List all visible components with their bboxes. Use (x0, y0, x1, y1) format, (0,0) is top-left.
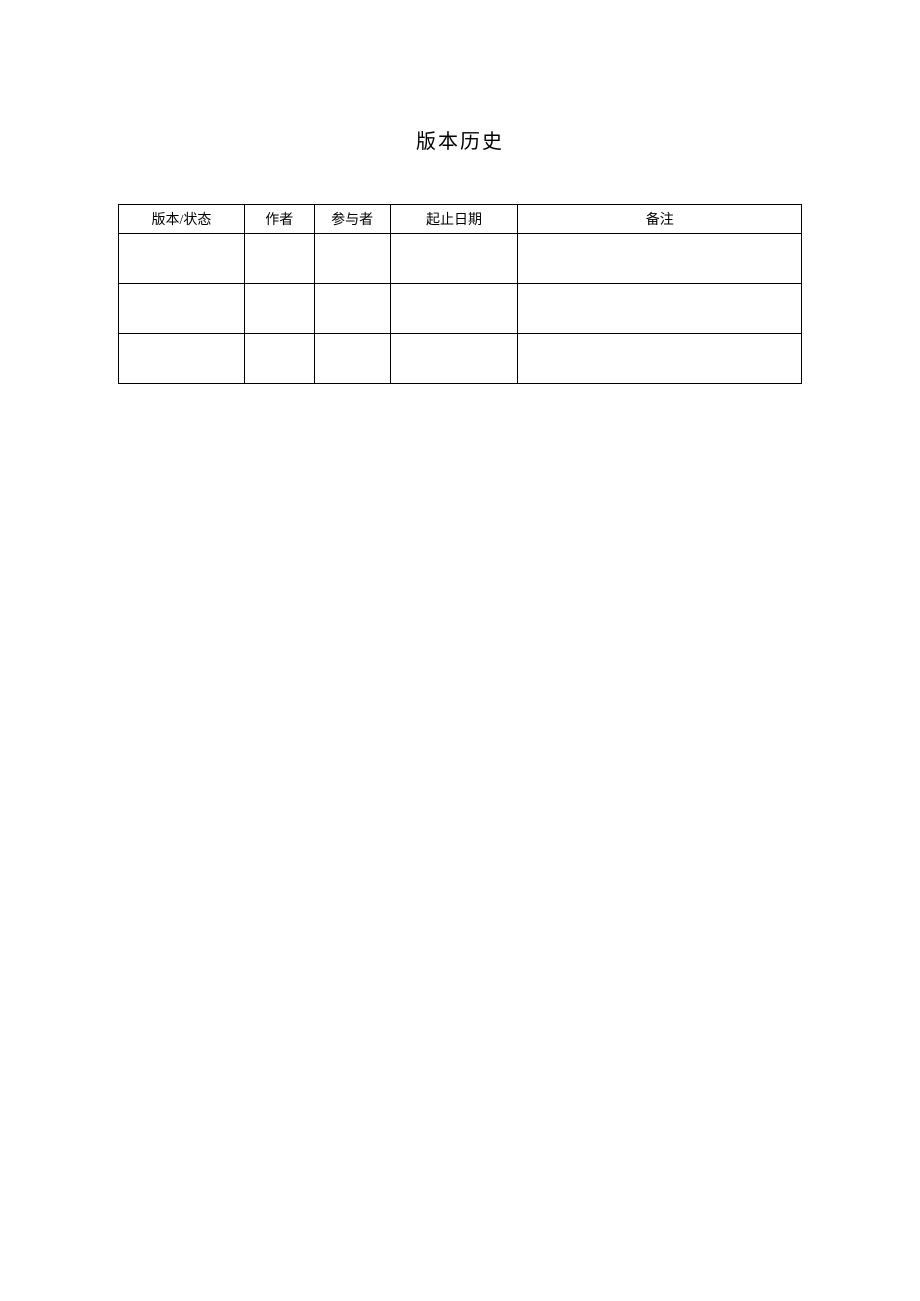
table-header-row: 版本/状态 作者 参与者 起止日期 备注 (119, 205, 802, 234)
cell-remark (518, 284, 802, 334)
cell-remark (518, 334, 802, 384)
column-header-date: 起止日期 (390, 205, 518, 234)
cell-version (119, 234, 245, 284)
cell-participant (314, 334, 390, 384)
table-row (119, 334, 802, 384)
cell-participant (314, 234, 390, 284)
cell-participant (314, 284, 390, 334)
column-header-participant: 参与者 (314, 205, 390, 234)
page-title: 版本历史 (0, 125, 920, 154)
cell-author (244, 284, 314, 334)
cell-author (244, 234, 314, 284)
version-history-table: 版本/状态 作者 参与者 起止日期 备注 (118, 204, 802, 384)
cell-version (119, 284, 245, 334)
cell-author (244, 334, 314, 384)
cell-date (390, 334, 518, 384)
cell-date (390, 284, 518, 334)
cell-version (119, 334, 245, 384)
column-header-remark: 备注 (518, 205, 802, 234)
column-header-version: 版本/状态 (119, 205, 245, 234)
table-row (119, 234, 802, 284)
cell-remark (518, 234, 802, 284)
table-row (119, 284, 802, 334)
column-header-author: 作者 (244, 205, 314, 234)
cell-date (390, 234, 518, 284)
